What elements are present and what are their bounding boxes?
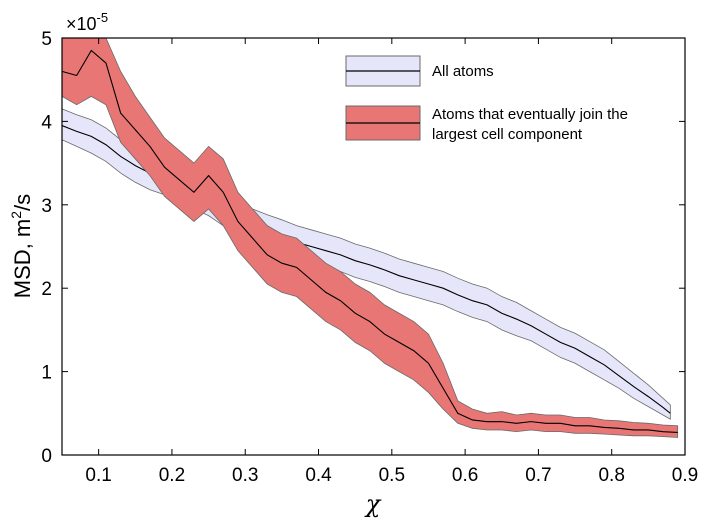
series-layer xyxy=(61,37,679,438)
x-tick-label: 0.1 xyxy=(85,465,111,486)
x-tick-label: 0.5 xyxy=(379,465,405,486)
x-axis-label: χ xyxy=(364,490,382,518)
y-axis-label-main: MSD, m xyxy=(10,219,35,298)
x-axis-ticks: 0.1 0.2 0.3 0.4 0.5 0.6 0.7 0.8 0.9 xyxy=(85,38,698,486)
series-1-band xyxy=(61,37,679,438)
x-tick-label: 0.8 xyxy=(598,465,624,486)
x-tick-label: 0.7 xyxy=(525,465,551,486)
y-multiplier-label: ×10-5 xyxy=(66,10,108,34)
y-tick-label: 2 xyxy=(41,279,52,300)
y-tick-label: 3 xyxy=(41,196,52,217)
legend-label-all-atoms: All atoms xyxy=(432,63,494,80)
legend: All atoms Atoms that eventually join the… xyxy=(345,55,628,143)
axes-frame xyxy=(61,37,686,456)
y-tick-label: 4 xyxy=(41,112,52,133)
x-tick-label: 0.9 xyxy=(672,465,698,486)
y-axis-label: MSD, m2/s xyxy=(8,194,35,298)
y-tick-label: 1 xyxy=(41,363,52,384)
legend-label-largest-cell-line1: Atoms that eventually join the xyxy=(432,106,628,123)
x-tick-label: 0.3 xyxy=(232,465,258,486)
y-multiplier-base: ×10 xyxy=(66,14,97,34)
y-tick-label: 5 xyxy=(41,29,52,50)
series-1-mean-line xyxy=(61,49,678,434)
y-axis-ticks: 0 1 2 3 4 5 xyxy=(41,29,685,467)
series-1 xyxy=(61,37,679,438)
x-tick-label: 0.6 xyxy=(452,465,478,486)
y-axis-label-sup: 2 xyxy=(8,211,24,219)
x-tick-label: 0.2 xyxy=(159,465,185,486)
y-tick-label: 0 xyxy=(41,446,52,467)
plot-area xyxy=(62,38,685,455)
y-multiplier-exp: -5 xyxy=(97,10,109,25)
y-axis-label-tail: /s xyxy=(10,194,35,211)
x-tick-label: 0.4 xyxy=(305,465,332,486)
legend-label-largest-cell-line2: largest cell component xyxy=(432,126,583,143)
